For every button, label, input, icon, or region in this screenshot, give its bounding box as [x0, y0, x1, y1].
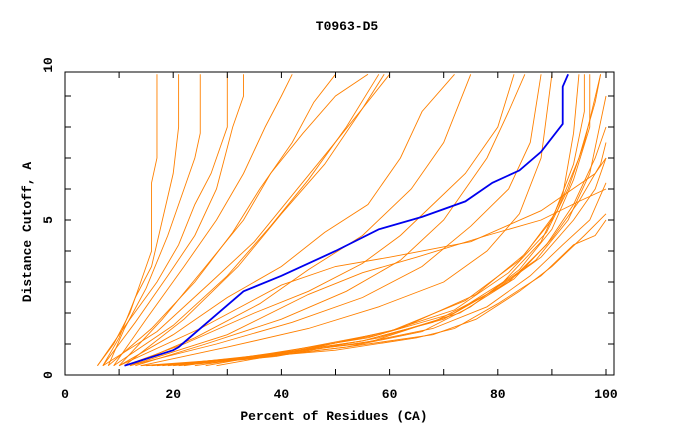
y-tick-labels: 0 5 10 — [41, 57, 56, 379]
series-line-16 — [140, 74, 553, 367]
series-line-28 — [178, 142, 607, 367]
series-line-15 — [129, 74, 542, 367]
series-line-13 — [124, 74, 515, 367]
highlight-series-line — [124, 73, 569, 367]
series-line-12 — [129, 74, 472, 367]
y-tick-label: 5 — [41, 216, 56, 224]
series-line-25 — [205, 74, 585, 367]
series-line-26 — [167, 74, 580, 367]
series-line-2 — [107, 74, 201, 366]
ticks-layer — [64, 72, 614, 376]
series-line-4 — [102, 74, 244, 366]
series-line-9 — [113, 74, 380, 367]
y-tick-label: 0 — [41, 371, 56, 379]
x-tick-label: 0 — [61, 387, 69, 402]
series-line-11 — [118, 74, 455, 367]
x-tick-label: 40 — [274, 387, 290, 402]
series-line-5 — [113, 74, 293, 366]
series-layer — [97, 73, 607, 367]
y-axis-label: Distance Cutoff, A — [20, 162, 35, 303]
series-line-8 — [102, 74, 385, 367]
x-tick-label: 20 — [165, 387, 181, 402]
series-line-7 — [118, 73, 369, 367]
series-line-6 — [107, 74, 336, 367]
x-tick-label: 60 — [382, 387, 398, 402]
series-line-29 — [129, 188, 607, 367]
series-line-14 — [135, 74, 526, 367]
y-tick-label: 10 — [41, 57, 56, 73]
x-tick-labels: 0 20 40 60 80 100 — [61, 387, 618, 402]
x-tick-label: 80 — [490, 387, 506, 402]
x-tick-label: 100 — [594, 387, 618, 402]
series-line-30 — [118, 157, 607, 367]
series-line-27 — [216, 74, 602, 367]
chart-title: T0963-D5 — [316, 19, 379, 34]
series-line-3 — [97, 74, 228, 366]
x-axis-label: Percent of Residues (CA) — [240, 409, 427, 424]
series-line-10 — [124, 74, 390, 367]
series-line-0 — [97, 74, 158, 366]
plot-frame — [64, 71, 615, 376]
